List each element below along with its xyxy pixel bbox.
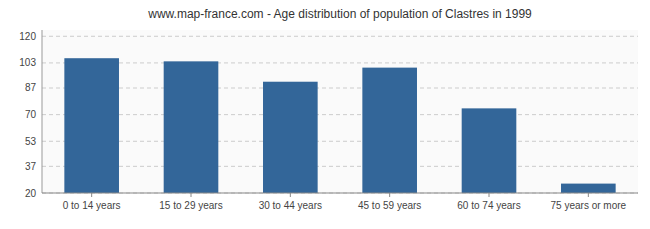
x-tick-label: 0 to 14 years xyxy=(63,200,121,211)
y-axis-line xyxy=(42,30,43,193)
x-tick-label: 15 to 29 years xyxy=(159,200,222,211)
y-tick-label: 103 xyxy=(19,57,36,68)
x-tick-label: 75 years or more xyxy=(551,200,627,211)
y-tick-label: 37 xyxy=(25,161,37,172)
bar xyxy=(462,108,517,193)
x-axis: 0 to 14 years 15 to 29 years 30 to 44 year… xyxy=(42,193,638,211)
x-tick xyxy=(191,193,192,197)
y-tick-label: 87 xyxy=(25,82,37,93)
chart-container: www.map-france.com - Age distribution of… xyxy=(0,0,650,229)
x-tick-label: 60 to 74 years xyxy=(457,200,520,211)
bar xyxy=(362,68,417,193)
y-tick-label: 20 xyxy=(25,188,37,199)
x-axis-line xyxy=(42,193,638,194)
bar xyxy=(164,61,219,193)
grid-line xyxy=(42,141,638,142)
bar xyxy=(263,82,318,193)
grid-line xyxy=(42,114,638,115)
x-tick-label: 30 to 44 years xyxy=(259,200,322,211)
grid-line xyxy=(42,193,638,194)
y-tick-label: 120 xyxy=(19,31,36,42)
x-tick xyxy=(389,193,390,197)
x-tick xyxy=(91,193,92,197)
y-tick-label: 53 xyxy=(25,136,37,147)
bar xyxy=(64,58,119,193)
bars xyxy=(64,58,615,193)
grid-line xyxy=(42,62,638,63)
x-tick-label: 45 to 59 years xyxy=(358,200,421,211)
grid-line xyxy=(42,36,638,37)
x-tick xyxy=(290,193,291,197)
chart: www.map-france.com - Age distribution of… xyxy=(0,0,650,229)
x-tick xyxy=(588,193,589,197)
bar xyxy=(561,184,616,193)
title: www.map-france.com - Age distribution of… xyxy=(147,7,532,21)
plot-background xyxy=(42,30,638,193)
y-tick-label: 70 xyxy=(25,109,37,120)
grid-line xyxy=(42,166,638,167)
grid-line xyxy=(42,87,638,88)
x-tick xyxy=(489,193,490,197)
